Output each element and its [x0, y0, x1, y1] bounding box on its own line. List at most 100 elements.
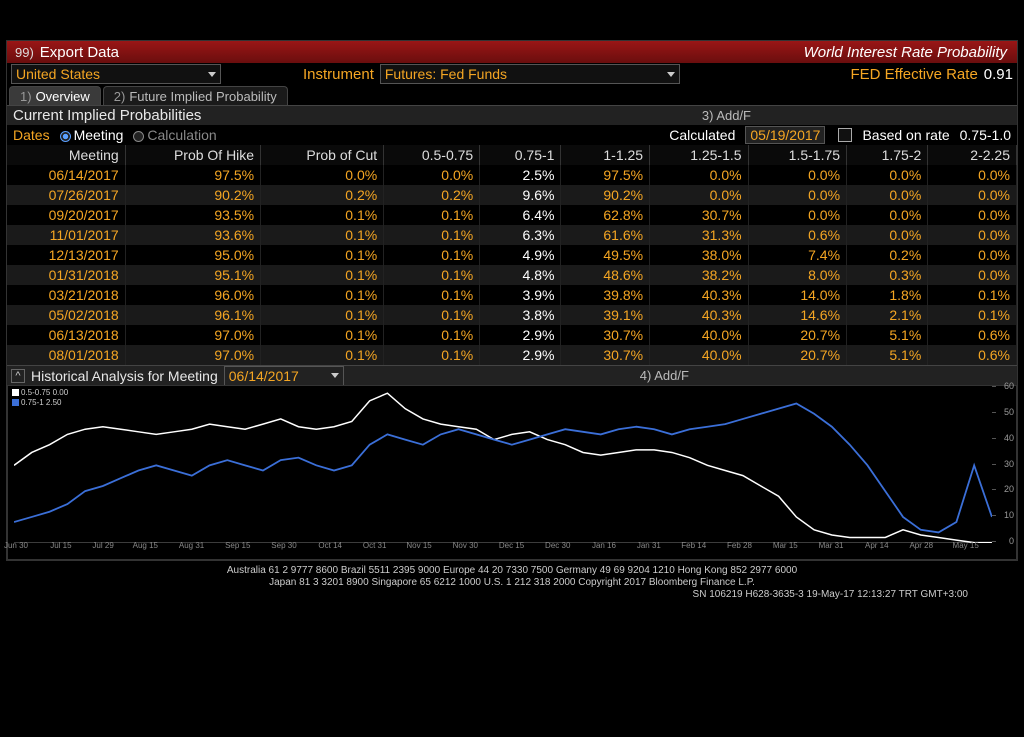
column-header[interactable]: Prob of Cut: [261, 145, 384, 165]
table-row[interactable]: 11/01/201793.6%0.1%0.1%6.3%61.6%31.3%0.6…: [7, 225, 1017, 245]
cell-value: 0.1%: [384, 245, 480, 265]
cell-value: 0.1%: [261, 225, 384, 245]
column-header[interactable]: 1.25-1.5: [650, 145, 748, 165]
filter-row: Dates Meeting Calculation Calculated 05/…: [7, 125, 1017, 145]
chevron-down-icon: [331, 373, 339, 378]
tab-future-implied-probability[interactable]: 2)Future Implied Probability: [103, 86, 288, 105]
chevron-down-icon: [208, 72, 216, 77]
cell-value: 0.1%: [384, 225, 480, 245]
section-header: Current Implied Probabilities 3) Add/F: [7, 105, 1017, 125]
expand-icon[interactable]: ^: [11, 369, 25, 383]
table-row[interactable]: 06/14/201797.5%0.0%0.0%2.5%97.5%0.0%0.0%…: [7, 165, 1017, 185]
table-row[interactable]: 06/13/201897.0%0.1%0.1%2.9%30.7%40.0%20.…: [7, 325, 1017, 345]
tab-overview[interactable]: 1)Overview: [9, 86, 101, 105]
tab-label: Overview: [36, 89, 90, 104]
column-header[interactable]: Meeting: [7, 145, 125, 165]
table-body: 06/14/201797.5%0.0%0.0%2.5%97.5%0.0%0.0%…: [7, 165, 1017, 365]
dates-label: Dates: [13, 127, 50, 143]
cell-value: 0.0%: [847, 225, 928, 245]
xtick-label: Jan 16: [592, 541, 616, 550]
country-dropdown[interactable]: United States: [11, 64, 221, 84]
table-row[interactable]: 01/31/201895.1%0.1%0.1%4.8%48.6%38.2%8.0…: [7, 265, 1017, 285]
table-row[interactable]: 08/01/201897.0%0.1%0.1%2.9%30.7%40.0%20.…: [7, 345, 1017, 365]
column-header[interactable]: 0.5-0.75: [384, 145, 480, 165]
ytick-label: 50: [1004, 407, 1014, 417]
cell-value: 0.1%: [261, 245, 384, 265]
export-label: Export Data: [40, 44, 119, 61]
based-on-value: 0.75-1.0: [960, 127, 1011, 143]
add-favorite-button[interactable]: 3) Add/F: [702, 108, 1011, 123]
cell-value: 0.1%: [384, 205, 480, 225]
cell-value: 0.1%: [261, 305, 384, 325]
cell-value: 4.8%: [480, 265, 561, 285]
cell-value: 0.1%: [928, 285, 1017, 305]
historical-chart[interactable]: 0.5-0.75 0.000.75-1 2.50 0102030405060 J…: [7, 385, 1017, 560]
cell-value: 39.8%: [561, 285, 650, 305]
cell-value: 90.2%: [125, 185, 260, 205]
chart-xaxis: Jun 30Jul 15Jul 29Aug 15Aug 31Sep 15Sep …: [16, 541, 992, 559]
selector-row: United States Instrument Futures: Fed Fu…: [7, 63, 1017, 85]
cell-value: 0.1%: [261, 205, 384, 225]
xtick-label: Feb 28: [727, 541, 752, 550]
radio-calculation[interactable]: Calculation: [133, 127, 216, 143]
cell-value: 0.1%: [384, 305, 480, 325]
export-data-button[interactable]: 99) Export Data: [7, 41, 127, 63]
cell-value: 40.3%: [650, 285, 748, 305]
cell-value: 5.1%: [847, 345, 928, 365]
table-row[interactable]: 07/26/201790.2%0.2%0.2%9.6%90.2%0.0%0.0%…: [7, 185, 1017, 205]
instrument-dropdown[interactable]: Futures: Fed Funds: [380, 64, 680, 84]
xtick-label: Jan 31: [637, 541, 661, 550]
hist-add-favorite-button[interactable]: 4) Add/F: [640, 368, 689, 383]
column-header[interactable]: 1.5-1.75: [748, 145, 846, 165]
cell-value: 0.0%: [650, 165, 748, 185]
column-header[interactable]: 2-2.25: [928, 145, 1017, 165]
tab-shortcut: 2): [114, 89, 126, 104]
ytick-label: 20: [1004, 484, 1014, 494]
cell-value: 95.0%: [125, 245, 260, 265]
cell-value: 2.9%: [480, 345, 561, 365]
calculated-label: Calculated: [669, 127, 735, 143]
based-on-label: Based on rate: [862, 127, 949, 143]
tab-bar: 1)Overview2)Future Implied Probability: [7, 85, 1017, 105]
cell-value: 8.0%: [748, 265, 846, 285]
export-shortcut: 99): [15, 45, 34, 60]
ytick-label: 10: [1004, 510, 1014, 520]
xtick-label: Apr 14: [865, 541, 889, 550]
cell-value: 0.0%: [261, 165, 384, 185]
xtick-label: Apr 28: [909, 541, 933, 550]
cell-value: 62.8%: [561, 205, 650, 225]
cell-value: 3.9%: [480, 285, 561, 305]
cell-value: 95.1%: [125, 265, 260, 285]
effective-rate-value: 0.91: [984, 66, 1013, 83]
probability-table: MeetingProb Of HikeProb of Cut0.5-0.750.…: [7, 145, 1017, 365]
cell-date: 11/01/2017: [7, 225, 125, 245]
cell-date: 06/13/2018: [7, 325, 125, 345]
column-header[interactable]: Prob Of Hike: [125, 145, 260, 165]
calculated-date-input[interactable]: 05/19/2017: [745, 126, 825, 144]
radio-meeting[interactable]: Meeting: [60, 127, 124, 143]
cell-value: 0.1%: [384, 325, 480, 345]
xtick-label: Jun 30: [4, 541, 28, 550]
cell-value: 0.0%: [928, 205, 1017, 225]
xtick-label: Jul 29: [92, 541, 113, 550]
chart-yaxis: 0102030405060: [994, 386, 1016, 541]
table-row[interactable]: 12/13/201795.0%0.1%0.1%4.9%49.5%38.0%7.4…: [7, 245, 1017, 265]
historical-date-dropdown[interactable]: 06/14/2017: [224, 366, 344, 386]
page-title: World Interest Rate Probability: [794, 41, 1017, 63]
column-header[interactable]: 1-1.25: [561, 145, 650, 165]
table-row[interactable]: 09/20/201793.5%0.1%0.1%6.4%62.8%30.7%0.0…: [7, 205, 1017, 225]
column-header[interactable]: 0.75-1: [480, 145, 561, 165]
table-row[interactable]: 05/02/201896.1%0.1%0.1%3.8%39.1%40.3%14.…: [7, 305, 1017, 325]
cell-value: 93.5%: [125, 205, 260, 225]
radio-off-icon: [133, 131, 144, 142]
cell-value: 90.2%: [561, 185, 650, 205]
table-row[interactable]: 03/21/201896.0%0.1%0.1%3.9%39.8%40.3%14.…: [7, 285, 1017, 305]
radio-meeting-label: Meeting: [74, 127, 124, 143]
calendar-icon[interactable]: [838, 128, 852, 142]
cell-value: 14.0%: [748, 285, 846, 305]
cell-value: 40.3%: [650, 305, 748, 325]
column-header[interactable]: 1.75-2: [847, 145, 928, 165]
cell-value: 0.0%: [847, 205, 928, 225]
cell-value: 30.7%: [650, 205, 748, 225]
cell-date: 03/21/2018: [7, 285, 125, 305]
